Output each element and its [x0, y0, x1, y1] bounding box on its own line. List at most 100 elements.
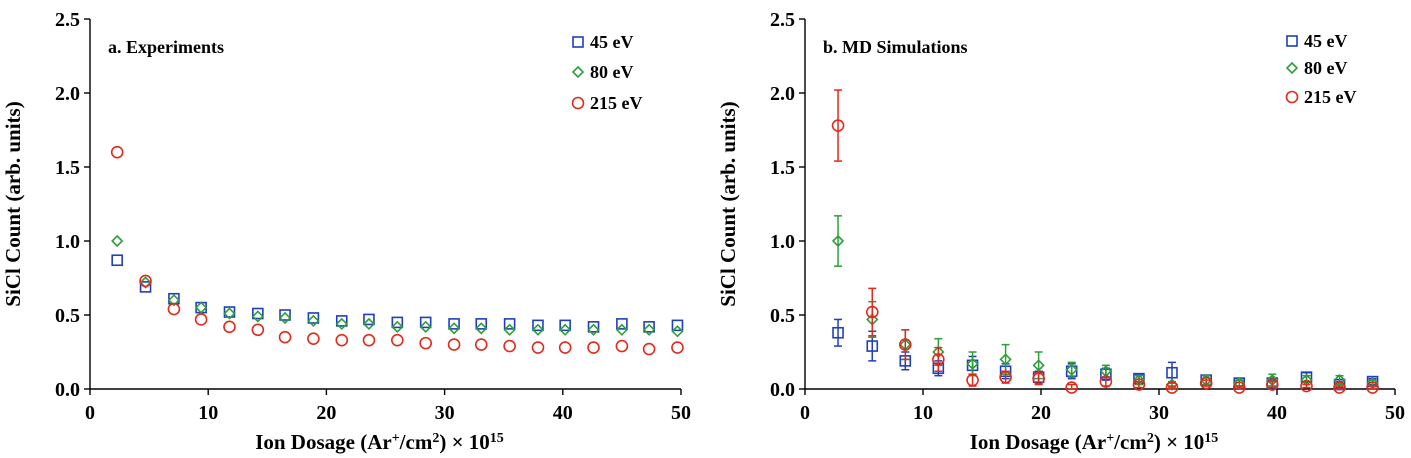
y-tick-label: 0.5: [770, 305, 795, 327]
x-tick-label: 50: [1385, 402, 1405, 424]
y-tick-label: 0.0: [770, 379, 795, 401]
legend-label: 45 eV: [590, 32, 634, 52]
y-axis-title: SiCl Count (arb. units): [716, 101, 740, 306]
data-point: [999, 353, 1012, 366]
x-axis-title-part: Ion Dosage (Ar: [970, 430, 1107, 454]
data-point: [307, 312, 320, 324]
data-point: [642, 342, 656, 356]
data-point: [362, 317, 376, 331]
data-point: [335, 333, 349, 347]
x-tick-label: 20: [316, 402, 336, 424]
data-point: [1065, 381, 1078, 394]
x-tick-label: 30: [435, 402, 455, 424]
y-tick-label: 2.0: [770, 83, 795, 105]
data-point: [447, 322, 461, 335]
data-point: [251, 310, 264, 323]
data-point: [642, 323, 656, 336]
data-point: [531, 323, 545, 336]
chart-panel-b: 0.0 0.5 1.0 1.5 2.0 2.5 0 10 20 30 40 50 Ion Dosage …: [716, 9, 1405, 454]
data-point: [615, 323, 629, 336]
data-point: [1333, 381, 1346, 394]
x-axis-title: Ion Dosage (Ar+/cm2) × 1015: [970, 430, 1219, 454]
x-axis-title-part: 2: [1147, 431, 1154, 446]
x-axis-title-part: ) × 10: [439, 430, 489, 454]
data-point: [643, 321, 655, 333]
legend-label: 215 eV: [590, 93, 643, 113]
y-tick-label: 1.5: [770, 157, 795, 179]
data-point: [531, 341, 545, 354]
chart-panel-a: 0.0 0.5 1.0 1.5 2.0 2.5 0 10 20 30 40 50 Ion Dosage …: [1, 9, 691, 454]
data-point: [419, 316, 432, 329]
legend-marker: [572, 36, 584, 48]
series-80-ev: [831, 215, 1379, 391]
data-point: [1166, 366, 1178, 379]
data-point: [587, 341, 600, 354]
data-point: [865, 305, 879, 319]
data-point: [559, 319, 571, 332]
series-215-ev: [831, 89, 1379, 394]
data-point: [139, 281, 152, 293]
x-tick-label: 0: [800, 402, 810, 424]
data-point: [278, 330, 292, 344]
legend-label: 45 eV: [1304, 31, 1348, 51]
data-point: [362, 333, 376, 347]
data-point: [195, 301, 207, 314]
data-point: [615, 339, 629, 353]
data-point: [167, 294, 181, 307]
data-point: [559, 323, 572, 336]
data-point: [223, 320, 236, 334]
x-tick-label: 10: [198, 402, 218, 424]
y-tick-label: 1.0: [770, 231, 795, 253]
data-point: [194, 313, 208, 326]
x-tick-label: 40: [553, 402, 573, 424]
x-tick-label: 0: [85, 402, 95, 424]
data-point: [363, 313, 375, 326]
legend-label: 80 eV: [590, 62, 634, 82]
data-point: [1099, 375, 1113, 388]
data-point: [1132, 378, 1146, 391]
x-axis-title-part: ) × 10: [1154, 430, 1204, 454]
data-point: [391, 316, 404, 329]
data-point: [671, 325, 684, 338]
data-point: [1165, 381, 1179, 394]
legend-marker: [571, 96, 585, 110]
x-axis-title-part: 15: [490, 431, 504, 446]
series-215-ev: [110, 145, 684, 356]
data-point: [1032, 359, 1045, 372]
legend-marker: [1285, 61, 1299, 75]
data-point: [307, 332, 320, 345]
data-point: [532, 319, 544, 332]
data-point: [223, 306, 236, 318]
x-axis-title-part: /cm: [399, 430, 433, 454]
data-point: [558, 341, 572, 354]
y-tick-label: 1.0: [55, 231, 80, 253]
data-point: [932, 353, 945, 366]
data-point: [1232, 381, 1246, 394]
data-point: [278, 311, 292, 325]
series-45-ev: [111, 254, 684, 333]
data-point: [475, 318, 488, 330]
y-tick-label: 2.0: [55, 83, 80, 105]
x-axis-title-part: +: [392, 431, 400, 446]
data-point: [1333, 373, 1346, 387]
data-point: [307, 314, 320, 328]
legend-label: 215 eV: [1304, 87, 1357, 107]
data-point: [335, 317, 348, 331]
data-point: [110, 145, 124, 159]
data-point: [111, 254, 123, 267]
data-point: [194, 301, 208, 314]
data-point: [616, 318, 628, 330]
legend-label: 80 eV: [1304, 58, 1348, 78]
data-point: [503, 323, 516, 336]
x-axis-title-part: Ion Dosage (Ar: [255, 430, 392, 454]
data-point: [111, 234, 124, 248]
data-point: [671, 341, 684, 354]
x-tick-label: 40: [1267, 402, 1287, 424]
data-point: [419, 336, 432, 350]
data-point: [831, 119, 845, 132]
x-axis-title-part: +: [1106, 431, 1114, 446]
data-point: [335, 315, 348, 327]
data-point: [252, 307, 264, 320]
data-point: [832, 326, 844, 339]
